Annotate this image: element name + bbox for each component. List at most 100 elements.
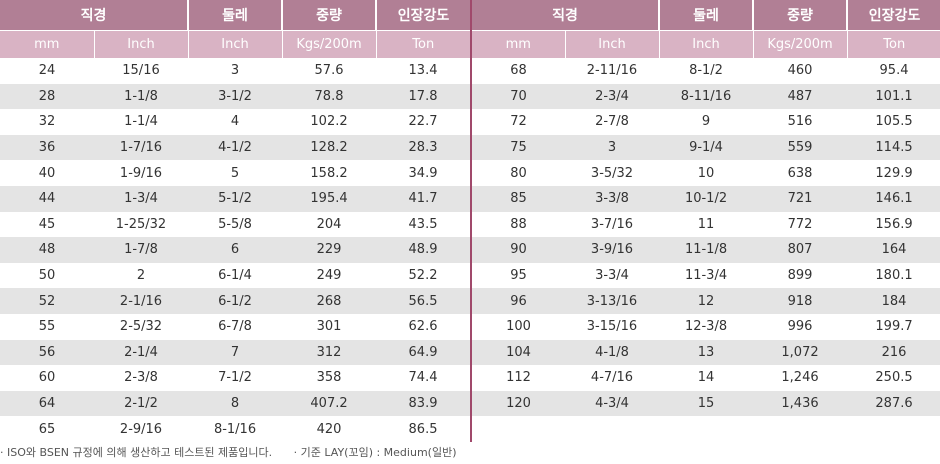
- table-row: 60 2-3/8 7-1/2 358 74.4: [0, 365, 471, 391]
- table-row: 45 1-25/32 5-5/8 204 43.5: [0, 211, 471, 238]
- cell-circumference-inch: 6-1/4: [188, 262, 283, 289]
- cell-diameter-inch: 4-7/16: [565, 365, 660, 391]
- cell-diameter-inch: 1-1/4: [94, 109, 189, 135]
- cell-diameter-mm: 104: [471, 339, 565, 366]
- cell-tensile-ton: 164: [847, 237, 940, 263]
- cell-diameter-inch: 1-9/16: [94, 160, 189, 186]
- cell-weight: 249: [282, 262, 377, 289]
- cell-tensile-ton: 156.9: [847, 211, 940, 238]
- cell-diameter-inch: 4-1/8: [565, 339, 660, 366]
- table-row: 48 1-7/8 6 229 48.9: [0, 237, 471, 263]
- cell-diameter-mm: 88: [471, 211, 565, 238]
- cell-circumference-inch: 8: [188, 390, 283, 417]
- cell-diameter-inch: 2-5/32: [94, 313, 189, 340]
- cell-diameter-mm: 36: [0, 134, 94, 161]
- cell-tensile-ton: 41.7: [376, 185, 471, 212]
- unit-mm: mm: [0, 30, 94, 58]
- cell-weight: 487: [753, 83, 848, 110]
- cell-tensile-ton: 43.5: [376, 211, 471, 238]
- table-row: 68 2-11/16 8-1/2 460 95.4: [471, 58, 940, 84]
- cell-diameter-mm: [471, 416, 565, 442]
- table-row: 44 1-3/4 5-1/2 195.4 41.7: [0, 185, 471, 212]
- cell-weight: 807: [753, 237, 848, 263]
- cell-circumference-inch: 8-1/16: [188, 416, 283, 442]
- cell-diameter-inch: 3-9/16: [565, 237, 660, 263]
- cell-weight: 996: [753, 313, 848, 340]
- unit-inch: Inch: [93, 30, 189, 58]
- cell-weight: 301: [282, 313, 377, 340]
- cell-circumference-inch: 11-1/8: [659, 237, 754, 263]
- cell-diameter-mm: 44: [0, 185, 94, 212]
- cell-weight: 57.6: [282, 58, 377, 84]
- cell-tensile-ton: 62.6: [376, 313, 471, 340]
- cell-circumference-inch: [659, 416, 754, 442]
- table-row: 95 3-3/4 11-3/4 899 180.1: [471, 262, 940, 289]
- cell-diameter-mm: 90: [471, 237, 565, 263]
- cell-circumference-inch: 8-1/2: [659, 58, 754, 84]
- group-header-row: 직경 둘레 중량 인장강도: [0, 0, 471, 31]
- table-row: 88 3-7/16 11 772 156.9: [471, 211, 940, 238]
- cell-weight: 516: [753, 109, 848, 135]
- cell-tensile-ton: 216: [847, 339, 940, 366]
- cell-diameter-mm: 75: [471, 134, 565, 161]
- cell-diameter-inch: 3: [565, 134, 660, 161]
- cell-tensile-ton: 13.4: [376, 58, 471, 84]
- cell-diameter-inch: 2-11/16: [565, 58, 660, 84]
- cell-weight: [753, 416, 848, 442]
- cell-circumference-inch: 10-1/2: [659, 185, 754, 212]
- cell-tensile-ton: 74.4: [376, 365, 471, 391]
- table-row: 72 2-7/8 9 516 105.5: [471, 109, 940, 135]
- cell-circumference-inch: 6-7/8: [188, 313, 283, 340]
- cell-diameter-mm: 28: [0, 83, 94, 110]
- cell-weight: 1,072: [753, 339, 848, 366]
- rope-spec-table-left: 직경 둘레 중량 인장강도 mm Inch Inch Kgs/200m Ton …: [0, 0, 471, 442]
- table-row: 100 3-15/16 12-3/8 996 199.7: [471, 313, 940, 340]
- header-tensile-strength: 인장강도: [375, 0, 471, 31]
- cell-diameter-inch: 1-7/8: [94, 237, 189, 263]
- cell-tensile-ton: 95.4: [847, 58, 940, 84]
- cell-diameter-mm: 120: [471, 390, 565, 417]
- cell-weight: 102.2: [282, 109, 377, 135]
- cell-weight: 420: [282, 416, 377, 442]
- table-row: 32 1-1/4 4 102.2 22.7: [0, 109, 471, 135]
- cell-weight: 460: [753, 58, 848, 84]
- cell-weight: 918: [753, 288, 848, 314]
- cell-weight: 204: [282, 211, 377, 238]
- cell-circumference-inch: 4: [188, 109, 283, 135]
- cell-circumference-inch: 11: [659, 211, 754, 238]
- spec-table-right: 직경 둘레 중량 인장강도 mm Inch Inch Kgs/200m Ton …: [470, 0, 940, 442]
- cell-diameter-mm: 50: [0, 262, 94, 289]
- cell-diameter-inch: 1-1/8: [94, 83, 189, 110]
- cell-diameter-mm: 60: [0, 365, 94, 391]
- table-row: 40 1-9/16 5 158.2 34.9: [0, 160, 471, 186]
- table-row: 55 2-5/32 6-7/8 301 62.6: [0, 313, 471, 340]
- cell-circumference-inch: 9: [659, 109, 754, 135]
- cell-circumference-inch: 13: [659, 339, 754, 366]
- cell-weight: 128.2: [282, 134, 377, 161]
- cell-tensile-ton: 64.9: [376, 339, 471, 366]
- cell-diameter-mm: 56: [0, 339, 94, 366]
- cell-weight: 1,246: [753, 365, 848, 391]
- cell-tensile-ton: 22.7: [376, 109, 471, 135]
- cell-circumference-inch: 9-1/4: [659, 134, 754, 161]
- cell-diameter-inch: 2-7/8: [565, 109, 660, 135]
- cell-diameter-mm: 32: [0, 109, 94, 135]
- table-row: 120 4-3/4 15 1,436 287.6: [471, 390, 940, 417]
- table-row: 85 3-3/8 10-1/2 721 146.1: [471, 185, 940, 212]
- cell-circumference-inch: 3: [188, 58, 283, 84]
- cell-tensile-ton: 105.5: [847, 109, 940, 135]
- cell-tensile-ton: 56.5: [376, 288, 471, 314]
- unit-inch: Inch: [187, 30, 283, 58]
- cell-diameter-mm: 40: [0, 160, 94, 186]
- cell-diameter-mm: 100: [471, 313, 565, 340]
- cell-tensile-ton: 184: [847, 288, 940, 314]
- header-circumference: 둘레: [658, 0, 754, 31]
- cell-diameter-inch: 3-5/32: [565, 160, 660, 186]
- cell-circumference-inch: 4-1/2: [188, 134, 283, 161]
- cell-circumference-inch: 15: [659, 390, 754, 417]
- unit-ton: Ton: [375, 30, 471, 58]
- cell-circumference-inch: 6: [188, 237, 283, 263]
- cell-weight: 559: [753, 134, 848, 161]
- cell-diameter-mm: 96: [471, 288, 565, 314]
- cell-diameter-inch: 3-13/16: [565, 288, 660, 314]
